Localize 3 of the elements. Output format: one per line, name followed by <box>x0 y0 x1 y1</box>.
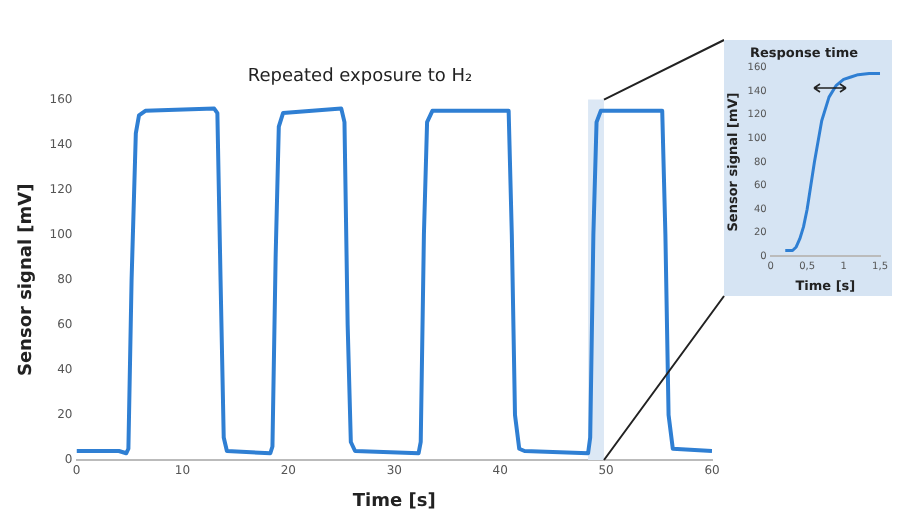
chart-title: Repeated exposure to H₂ <box>247 67 474 88</box>
x-axis-title: Time [s] <box>352 491 436 512</box>
y-axis-title: Sensor signal [mV] <box>17 183 38 377</box>
